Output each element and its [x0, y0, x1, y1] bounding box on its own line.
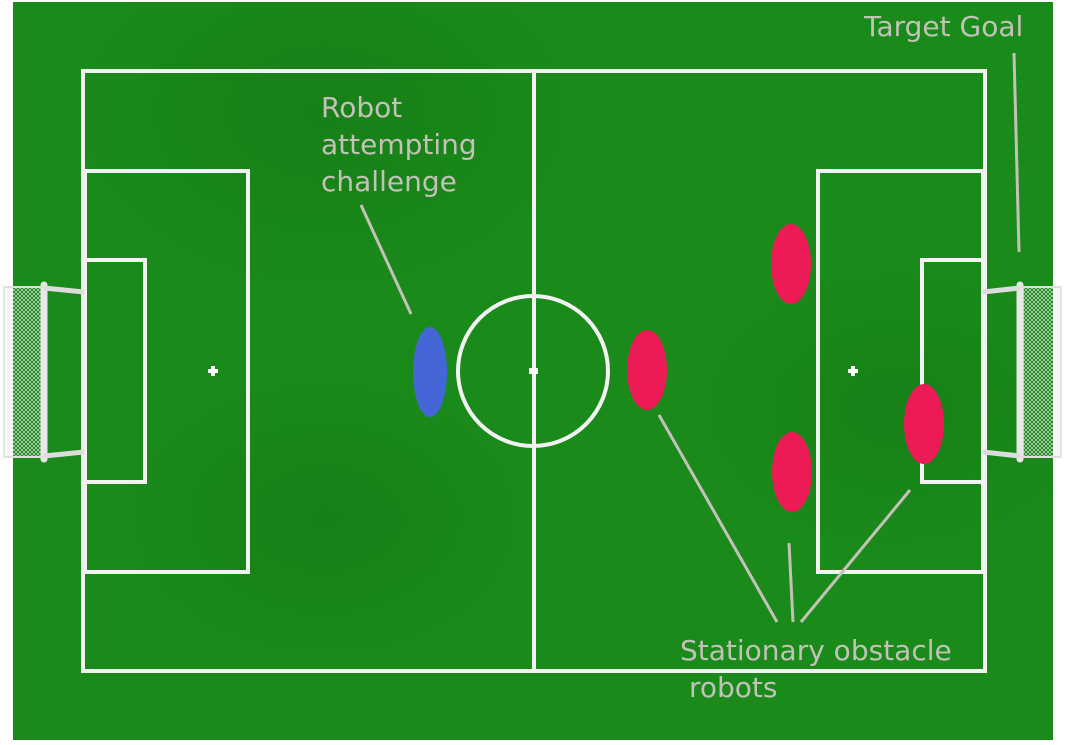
challenger-robot: [413, 327, 447, 417]
robot-challenge-label-line: attempting: [321, 128, 477, 161]
obstacle-robot: [771, 224, 811, 304]
robot-challenge-label: Robot attempting challenge: [321, 89, 477, 200]
robot-challenge-label-line: Robot: [321, 91, 403, 124]
center-mark: [529, 368, 538, 374]
obstacles-label-line: robots: [689, 671, 778, 704]
target-goal-label: Target Goal: [864, 10, 1024, 43]
obstacles-label: Stationary obstacle robots: [680, 632, 952, 706]
robot-challenge-label-line: challenge: [321, 165, 457, 198]
right-goal-area: [920, 258, 985, 484]
left-goal-area: [83, 258, 147, 484]
robot-challenge-pointer: [359, 204, 413, 315]
obstacle-pointer: [787, 542, 795, 623]
obstacle-robot: [772, 432, 812, 512]
center-circle: [456, 294, 610, 448]
annotation-pointers: [359, 52, 1021, 623]
obstacles-label-line: Stationary obstacle: [680, 634, 952, 667]
obstacle-robot: [627, 330, 667, 410]
left-goal: [3, 281, 85, 463]
obstacle-robot: [904, 384, 944, 464]
obstacle-pointer: [657, 414, 779, 623]
field-marks: [208, 366, 858, 376]
target-goal-pointer: [1012, 52, 1021, 253]
right-goal: [982, 281, 1062, 463]
obstacle-pointer: [799, 489, 912, 623]
